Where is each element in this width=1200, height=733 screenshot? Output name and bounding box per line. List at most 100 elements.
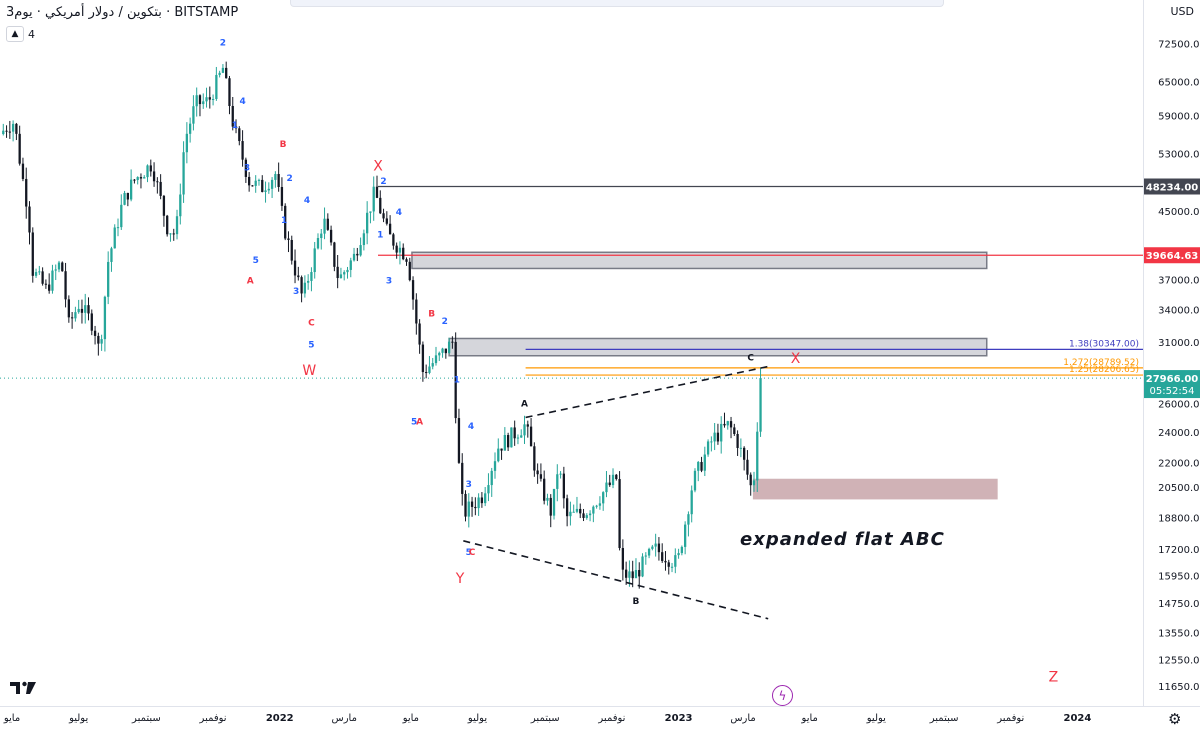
candle-body [231,105,234,127]
wave-label: 4 [239,97,245,107]
currency-label[interactable]: USD [1170,5,1194,18]
candle-body [116,227,120,229]
time-tick-label: نوفمبر [996,713,1024,724]
candle-body [238,128,241,142]
candle-body [572,511,575,513]
candle-body [428,366,431,373]
wave-label: 1 [281,216,287,226]
candle-body [638,570,641,577]
candle-body [28,206,31,233]
candle-body [746,459,749,475]
lightning-event-icon[interactable]: ϟ [772,685,793,706]
dashed-trend-line [525,365,769,419]
candle-body [93,330,97,336]
candle-body [80,308,84,313]
candle-body [716,432,720,442]
wave-label: Z [1049,669,1059,685]
candle-body [175,216,179,235]
indicator-row: ▲ 4 [6,26,35,42]
candle-body [90,313,93,331]
price-tick-label: 14750.00 [1158,599,1200,610]
candle-body [297,275,300,278]
candle-body [611,474,615,486]
last-price-label: 27966.00 [1146,374,1199,385]
level-price-tag [1144,247,1200,264]
candle-body [700,461,703,471]
time-tick-label: مايو [801,713,818,724]
candle-body [241,141,244,160]
candle-body [5,130,8,132]
wave-label: 3 [466,480,472,490]
annotation-text: expanded flat ABC [740,529,945,550]
candle-body [687,514,690,525]
candle-body [139,177,143,179]
candle-body [457,418,461,463]
candle-body [280,187,284,206]
candle-body [608,482,611,486]
candle-body [395,245,398,253]
indicator-count: 4 [28,27,35,41]
candle-body [493,461,497,471]
drawing-toolbar[interactable] [290,0,944,7]
candle-body [657,543,661,553]
gear-icon[interactable]: ⚙ [1168,710,1182,728]
candle-body [484,493,487,504]
candle-body [218,72,221,75]
candle-body [313,248,316,273]
candle-body [385,218,388,224]
candle-body [67,299,70,318]
candle-body [18,133,21,164]
candles-group [2,61,762,589]
symbol-title[interactable]: بتكوين / دولار أمريكي · يوم3 · BITSTAMP [6,5,239,20]
time-tick-label: مارس [331,713,356,724]
wave-label: A [416,418,423,428]
candle-body [565,498,569,517]
candle-body [520,435,523,438]
candle-body [733,427,736,434]
candle-body [739,447,743,449]
price-zone [448,337,988,357]
candle-body [710,441,713,443]
candle-body [208,97,211,100]
candle-body [15,123,18,134]
wave-label: C [469,548,476,558]
candle-body [352,253,356,261]
price-tick-label: 11650.00 [1158,682,1200,693]
wave-label: A [247,277,254,287]
candle-body [182,152,185,195]
chevron-up-icon[interactable]: ▲ [6,26,24,42]
candle-body [300,277,303,294]
wave-label: B [280,140,287,150]
time-tick-label: 2024 [1064,713,1092,724]
candle-body [670,566,674,568]
price-tick-label: 53000.00 [1158,149,1200,160]
price-zone [752,478,998,500]
candle-body [133,179,136,181]
candle-body [513,427,516,439]
candle-body [543,478,546,501]
time-tick-label: مايو [3,713,20,724]
candle-body [549,497,552,516]
candle-body [569,511,572,517]
candle-body [729,421,733,428]
wave-label: 4 [304,196,310,206]
candle-body [366,212,369,234]
candle-body [536,470,539,475]
tradingview-logo-icon[interactable] [10,680,38,700]
wave-label: 4 [468,422,474,432]
time-tick-label: يوليو [467,713,487,724]
zones-group [411,251,998,500]
candle-body [323,218,326,234]
candle-body [251,185,254,187]
price-tick-label: 22000.00 [1158,458,1200,469]
candle-body [166,215,169,235]
candle-body [624,569,628,578]
candle-body [195,95,198,107]
candle-body [664,560,667,563]
candle-body [585,515,588,518]
price-tick-label: 17200.00 [1158,545,1200,556]
candle-body [84,305,87,313]
candle-body [2,130,5,135]
